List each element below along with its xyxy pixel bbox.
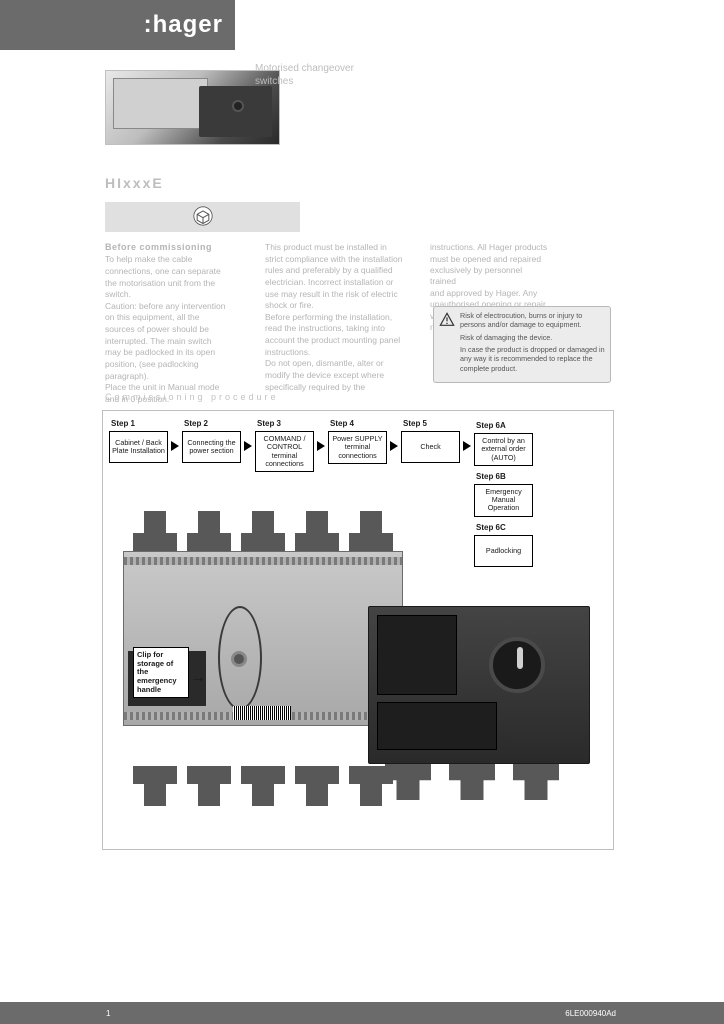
page-footer: 1 6LE000940Ad [0, 1002, 724, 1024]
warning-line1: Risk of electrocution, burns or injury t… [460, 311, 605, 330]
section-tab [105, 202, 300, 232]
warning-box: Risk of electrocution, burns or injury t… [433, 306, 611, 383]
brand-header: :hager [0, 0, 235, 50]
motor-terminals [385, 764, 565, 800]
warning-line3: In case the product is dropped or damage… [460, 345, 605, 373]
step-4: Step 4 Power SUPPLY terminal connections [328, 419, 387, 464]
step-3: Step 3 COMMAND / CONTROL terminal connec… [255, 419, 314, 472]
subtitle-line2: switches [255, 76, 415, 89]
grip-texture [124, 557, 402, 565]
motor-unit [368, 606, 590, 764]
arrow-icon [463, 441, 471, 451]
step-2: Step 2 Connecting the power section [182, 419, 241, 463]
bottom-terminals [128, 766, 398, 806]
barcode [233, 706, 291, 720]
col1-heading: Before commissioning [105, 242, 250, 253]
product-subtitle: Motorised changeover switches [255, 63, 415, 88]
handle-clip [231, 651, 247, 667]
arrow-icon [317, 441, 325, 451]
rotary-selector [489, 637, 545, 693]
arrow-icon [244, 441, 252, 451]
text-column-2: This product must be installed in strict… [265, 242, 415, 393]
procedure-figure: Step 1 Cabinet / Back Plate Installation… [102, 410, 614, 850]
callout-arrow-icon: → [190, 669, 206, 687]
step-5: Step 5 Check [401, 419, 460, 463]
product-thumbnail [105, 70, 280, 145]
clip-callout: Clip for storage of the emergency handle [133, 647, 189, 698]
step-1: Step 1 Cabinet / Back Plate Installation [109, 419, 168, 463]
triangle-warning-icon [439, 312, 455, 328]
top-terminals [128, 511, 398, 551]
box-icon [193, 206, 213, 228]
page-number: 1 [106, 1009, 110, 1018]
text-column-1: Before commissioning To help make the ca… [105, 242, 250, 405]
motor-control-panel [377, 615, 457, 695]
warning-line2: Risk of damaging the device. [460, 333, 605, 342]
motor-label-panel [377, 702, 497, 750]
arrow-icon [390, 441, 398, 451]
thumb-switch-body [113, 78, 208, 129]
arrow-icon [171, 441, 179, 451]
subtitle-line1: Motorised changeover [255, 63, 415, 76]
brand-logo: :hager [144, 11, 223, 39]
model-code: HIxxxE [105, 175, 164, 191]
commissioning-heading: Commissioning procedure [105, 392, 279, 402]
doc-reference: 6LE000940Ad [565, 1009, 616, 1018]
